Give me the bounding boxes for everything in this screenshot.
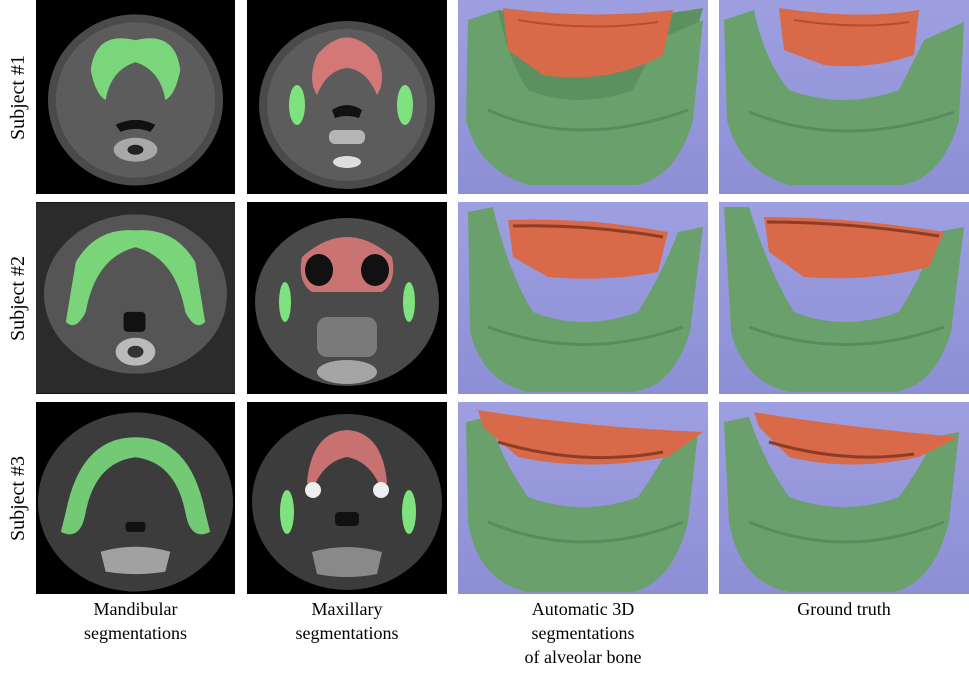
- render-automatic-subject-2: [458, 202, 708, 394]
- caption-automatic-3d: Automatic 3D segmentations of alveolar b…: [458, 597, 708, 669]
- caption-line: segmentations: [84, 623, 187, 643]
- caption-ground-truth: Ground truth: [719, 597, 969, 621]
- ct-mandibular-subject-2: [36, 202, 235, 394]
- ct-maxillary-subject-1: [247, 0, 447, 194]
- row-label-text: Subject #3: [6, 455, 29, 541]
- caption-line: of alveolar bone: [524, 647, 642, 667]
- render-automatic-subject-1: [458, 0, 708, 194]
- row-label-text: Subject #1: [6, 54, 29, 140]
- render-ground-truth-subject-1: [719, 0, 969, 194]
- caption-line: Mandibular: [93, 599, 178, 619]
- ct-maxillary-subject-3: [247, 402, 447, 594]
- caption-line: segmentations: [531, 623, 635, 643]
- render-ground-truth-subject-3: [719, 402, 969, 594]
- row-label-subject-3: Subject #3: [0, 402, 36, 594]
- caption-line: Maxillary: [311, 599, 383, 619]
- caption-line: Automatic 3D: [531, 599, 635, 619]
- caption-line: Ground truth: [797, 599, 891, 619]
- ct-mandibular-subject-3: [36, 402, 235, 594]
- caption-mandibular: Mandibular segmentations: [36, 597, 235, 645]
- ct-mandibular-subject-1: [36, 0, 235, 194]
- render-ground-truth-subject-2: [719, 202, 969, 394]
- row-label-subject-1: Subject #1: [0, 0, 36, 194]
- ct-maxillary-subject-2: [247, 202, 447, 394]
- caption-line: segmentations: [295, 623, 399, 643]
- row-label-text: Subject #2: [6, 255, 29, 341]
- row-label-subject-2: Subject #2: [0, 202, 36, 394]
- caption-maxillary: Maxillary segmentations: [247, 597, 447, 645]
- render-automatic-subject-3: [458, 402, 708, 594]
